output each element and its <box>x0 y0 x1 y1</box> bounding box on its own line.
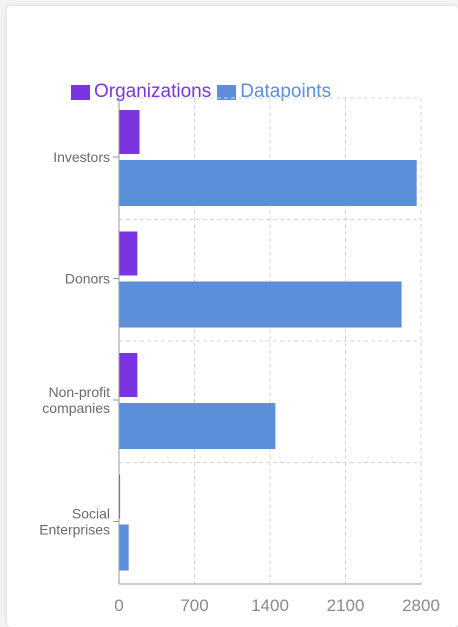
x-tick-label: 1400 <box>251 596 289 615</box>
bar-organizations[interactable] <box>119 353 138 397</box>
bar-organizations[interactable] <box>119 474 121 519</box>
legend: Organizations Datapoints <box>71 78 337 106</box>
legend-item-datapoints[interactable]: Datapoints <box>217 81 331 103</box>
legend-swatch-datapoints <box>217 84 237 100</box>
bar-organizations[interactable] <box>119 231 138 276</box>
x-tick-label: 0 <box>114 596 123 615</box>
bar-datapoints[interactable] <box>119 281 402 328</box>
bar-datapoints[interactable] <box>119 524 129 571</box>
axes <box>118 98 421 585</box>
x-tick-label: 700 <box>180 596 208 615</box>
bar-datapoints[interactable] <box>119 160 417 206</box>
y-tick-label: Social Enterprises <box>39 506 110 538</box>
y-tick-label: Non-profit companies <box>42 384 110 416</box>
x-tick-label: 2100 <box>327 596 365 615</box>
legend-item-organizations[interactable]: Organizations <box>71 81 211 103</box>
bars <box>119 110 417 571</box>
y-tick-label: Donors <box>65 271 110 287</box>
bar-datapoints[interactable] <box>119 403 276 449</box>
x-tick-label: 2800 <box>402 596 440 615</box>
legend-label-organizations: Organizations <box>94 81 212 102</box>
y-tick-label: Investors <box>53 149 110 165</box>
bar-organizations[interactable] <box>119 110 140 154</box>
labels: 0 700 1400 2100 2800 Investors Donors Non-profi… <box>39 149 440 615</box>
legend-label-datapoints: Datapoints <box>240 81 332 102</box>
legend-swatch-organizations <box>71 84 90 100</box>
